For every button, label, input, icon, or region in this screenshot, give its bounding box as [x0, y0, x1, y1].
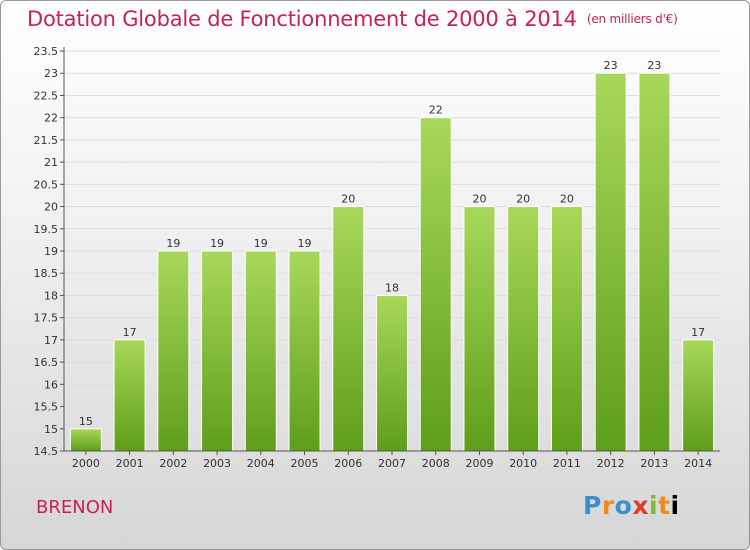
bar — [69, 428, 102, 452]
bar — [244, 250, 277, 452]
bar — [332, 206, 365, 452]
bar-value-label: 23 — [604, 59, 618, 72]
x-tick-label: 2013 — [640, 457, 668, 470]
y-tick-label: 23.5 — [34, 45, 59, 58]
bar — [594, 72, 627, 452]
x-tick-label: 2004 — [247, 457, 275, 470]
y-tick-label: 21 — [44, 156, 58, 169]
bar — [419, 117, 452, 452]
bar-value-label: 17 — [123, 326, 137, 339]
logo-letter: o — [614, 491, 633, 520]
y-tick-label: 16.5 — [34, 356, 59, 369]
chart-unit: (en milliers d'€) — [586, 12, 678, 26]
x-tick-label: 2002 — [159, 457, 187, 470]
logo-letter: P — [583, 491, 602, 520]
y-tick-label: 23 — [44, 67, 58, 80]
x-tick-label: 2008 — [422, 457, 450, 470]
bar — [157, 250, 190, 452]
y-tick-label: 22.5 — [34, 89, 59, 102]
x-tick-label: 2009 — [465, 457, 493, 470]
bar-value-label: 19 — [166, 237, 180, 250]
bar-value-label: 15 — [79, 415, 93, 428]
x-tick-label: 2011 — [553, 457, 581, 470]
x-tick-label: 2012 — [597, 457, 625, 470]
bar-value-label: 18 — [385, 281, 399, 294]
logo-letter: i — [670, 491, 680, 520]
bar — [201, 250, 234, 452]
bar — [113, 339, 146, 452]
logo-letter: x — [632, 491, 649, 520]
bar — [550, 206, 583, 452]
place-name: BRENON — [36, 497, 114, 518]
x-tick-label: 2007 — [378, 457, 406, 470]
y-tick-label: 18.5 — [34, 267, 59, 280]
x-tick-label: 2006 — [334, 457, 362, 470]
y-tick-label: 15 — [44, 423, 58, 436]
bar — [288, 250, 321, 452]
bar-value-label: 19 — [254, 237, 268, 250]
bar-value-label: 23 — [647, 59, 661, 72]
y-tick-label: 16 — [44, 378, 58, 391]
bar-value-label: 19 — [298, 237, 312, 250]
y-tick-label: 22 — [44, 112, 58, 125]
x-tick-label: 2005 — [291, 457, 319, 470]
chart-title-text: Dotation Globale de Fonctionnement de 20… — [27, 7, 577, 31]
x-tick-label: 2000 — [72, 457, 100, 470]
bar-value-label: 17 — [691, 326, 705, 339]
bar-value-label: 19 — [210, 237, 224, 250]
bar — [507, 206, 540, 452]
x-tick-label: 2003 — [203, 457, 231, 470]
bar — [682, 339, 715, 452]
y-tick-label: 19.5 — [34, 223, 59, 236]
bar-value-label: 20 — [472, 193, 486, 206]
y-tick-label: 17 — [44, 334, 58, 347]
y-tick-label: 17.5 — [34, 312, 59, 325]
bar-value-label: 20 — [516, 193, 530, 206]
bar — [638, 72, 671, 452]
proxiti-logo: Proxiti — [583, 491, 680, 520]
logo-letter: t — [658, 491, 671, 520]
bar — [376, 294, 408, 452]
y-tick-label: 15.5 — [34, 401, 59, 414]
y-tick-label: 14.5 — [34, 445, 59, 458]
x-tick-label: 2014 — [684, 457, 712, 470]
chart-title: Dotation Globale de Fonctionnement de 20… — [27, 7, 678, 31]
bar-value-label: 22 — [429, 104, 443, 117]
x-tick-label: 2001 — [116, 457, 144, 470]
y-tick-label: 21.5 — [34, 134, 59, 147]
logo-letter: i — [649, 491, 659, 520]
logo-letter: r — [601, 491, 615, 520]
x-tick-label: 2010 — [509, 457, 537, 470]
bar — [463, 206, 496, 452]
y-tick-label: 20 — [44, 201, 58, 214]
y-tick-label: 19 — [44, 245, 58, 258]
y-tick-label: 20.5 — [34, 178, 59, 191]
bar-value-label: 20 — [560, 193, 574, 206]
bar-value-label: 20 — [341, 193, 355, 206]
y-tick-label: 18 — [44, 289, 58, 302]
